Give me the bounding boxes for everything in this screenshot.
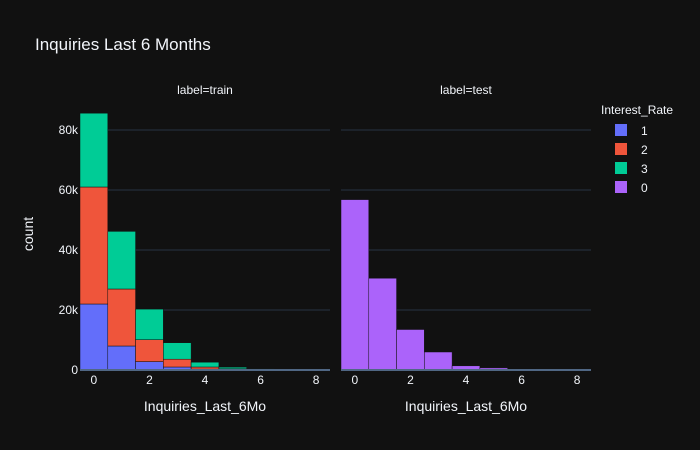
y-tick-label: 40k [59, 243, 79, 257]
legend-label-0[interactable]: 0 [641, 181, 648, 195]
bar-train-rate-3-bin-4[interactable] [190, 361, 220, 368]
bar-train-rate-2-bin-2[interactable] [135, 339, 164, 362]
x-tick-label: 8 [313, 373, 320, 387]
y-tick-label: 80k [59, 123, 79, 137]
facet-title-train: label=train [177, 83, 233, 97]
bar-train-rate-2-bin-0[interactable] [79, 186, 109, 305]
legend-label-3[interactable]: 3 [641, 162, 648, 176]
bar-train-rate-2-bin-1[interactable] [107, 288, 136, 347]
bar-train-rate-2-bin-3[interactable] [163, 358, 192, 368]
x-tick-label: 0 [91, 373, 98, 387]
x-tick-label: 8 [574, 373, 581, 387]
legend-swatch-2[interactable] [615, 143, 627, 155]
bar-train-rate-1-bin-0[interactable] [79, 303, 109, 371]
y-tick-label: 0 [71, 363, 78, 377]
y-axis-title: count [20, 217, 36, 251]
bar-train-rate-1-bin-1[interactable] [107, 345, 136, 371]
bar-train-rate-3-bin-3[interactable] [163, 342, 192, 360]
x-axis-title-test: Inquiries_Last_6Mo [405, 398, 527, 414]
x-tick-label: 6 [257, 373, 264, 387]
bar-test-rate-0-bin-3[interactable] [424, 351, 453, 371]
legend-title: Interest_Rate [601, 103, 673, 117]
facet-title-test: label=test [440, 83, 492, 97]
y-tick-label: 20k [59, 303, 79, 317]
x-axis-title-train: Inquiries_Last_6Mo [144, 398, 266, 414]
bar-train-rate-3-bin-0[interactable] [79, 112, 109, 188]
legend-label-2[interactable]: 2 [641, 143, 648, 157]
x-tick-label: 0 [352, 373, 359, 387]
x-tick-label: 4 [463, 373, 470, 387]
bar-test-rate-0-bin-1[interactable] [368, 277, 397, 371]
legend-swatch-0[interactable] [615, 181, 627, 193]
x-tick-label: 6 [518, 373, 525, 387]
bar-train-rate-3-bin-5[interactable] [218, 366, 247, 370]
facet-panel-train: 0 20k 40k 60k 80k 0 2 4 6 8 [59, 112, 331, 387]
chart-title: Inquiries Last 6 Months [35, 35, 211, 54]
x-tick-label: 2 [407, 373, 414, 387]
bar-train-rate-3-bin-2[interactable] [135, 308, 164, 340]
x-tick-label: 4 [202, 373, 209, 387]
bar-train-rate-1-bin-2[interactable] [135, 361, 164, 371]
y-tick-label: 60k [59, 183, 79, 197]
legend-label-1[interactable]: 1 [641, 124, 648, 138]
bar-train-rate-2-bin-4[interactable] [190, 366, 220, 370]
bar-test-rate-0-bin-2[interactable] [396, 329, 425, 371]
legend-swatch-1[interactable] [615, 124, 627, 136]
bar-test-rate-0-bin-0[interactable] [340, 199, 370, 371]
legend-swatch-3[interactable] [615, 162, 627, 174]
legend: Interest_Rate 1 2 3 0 [601, 103, 673, 195]
x-tick-label: 2 [146, 373, 153, 387]
bar-train-rate-3-bin-1[interactable] [107, 231, 136, 290]
facet-panel-test: 0 2 4 6 8 [340, 129, 592, 387]
